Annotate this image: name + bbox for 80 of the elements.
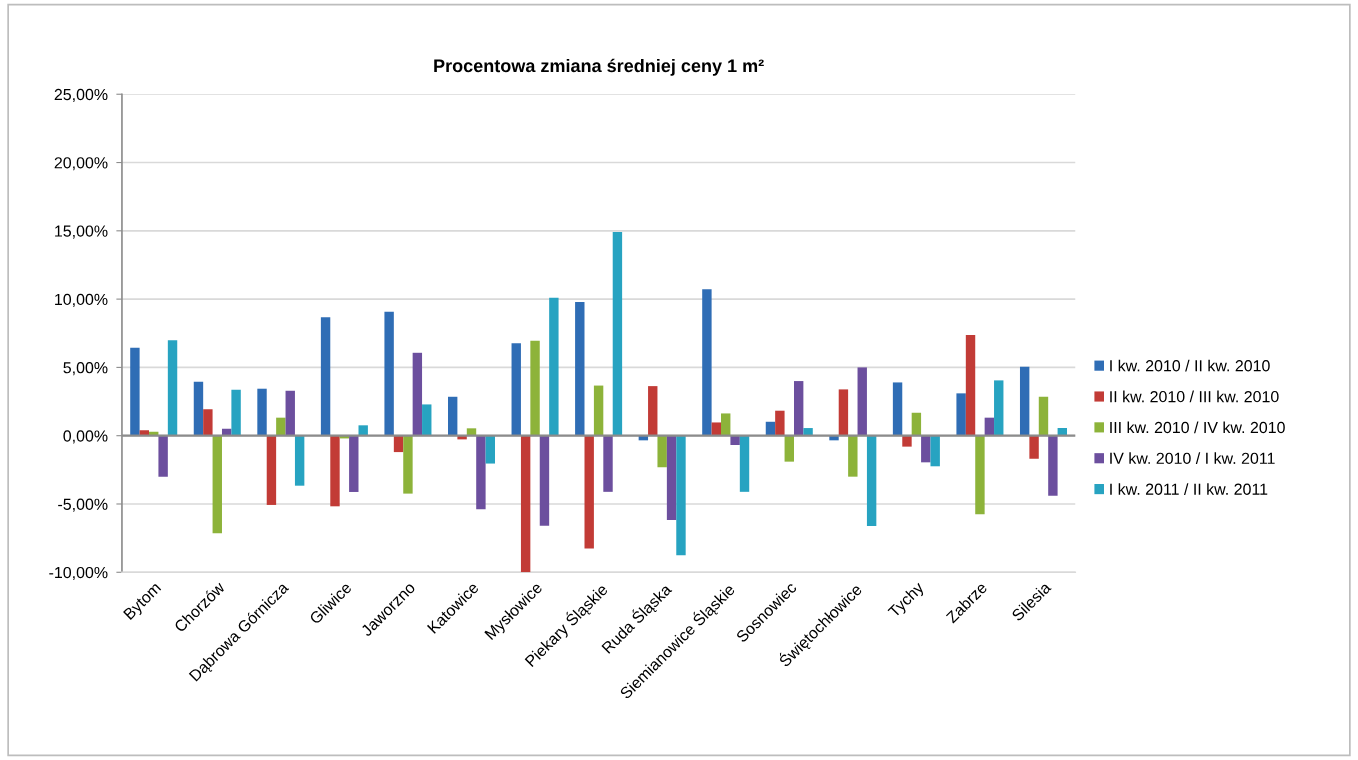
bar xyxy=(838,389,849,436)
bar xyxy=(730,435,740,445)
bar xyxy=(975,435,985,515)
bar xyxy=(911,412,922,436)
y-tick-label: 15,00% xyxy=(55,225,108,239)
bar xyxy=(965,335,976,436)
bar xyxy=(803,428,813,436)
legend-label: I kw. 2010 / II kw. 2010 xyxy=(1110,359,1270,372)
bar xyxy=(721,413,731,436)
bar xyxy=(612,231,623,436)
bar xyxy=(676,435,686,556)
bar xyxy=(158,435,168,477)
bar xyxy=(330,435,340,507)
bar xyxy=(231,389,241,436)
bar xyxy=(994,380,1004,436)
y-tick-label: 10,00% xyxy=(55,293,108,307)
bar xyxy=(711,422,722,436)
bar xyxy=(984,417,995,436)
bar xyxy=(511,343,521,436)
bar xyxy=(593,385,604,436)
legend-label: III kw. 2010 / IV kw. 2010 xyxy=(1110,421,1285,434)
bar xyxy=(549,297,559,436)
bar xyxy=(775,410,785,436)
bar xyxy=(447,396,458,436)
bar xyxy=(956,393,966,436)
y-tick-label: -10,00% xyxy=(49,566,108,581)
bar xyxy=(1038,396,1049,436)
bar xyxy=(294,435,305,486)
bar xyxy=(793,381,804,436)
bar xyxy=(530,340,540,436)
bar xyxy=(848,435,858,477)
bar xyxy=(130,347,140,436)
bar xyxy=(921,435,931,463)
bar xyxy=(1029,435,1039,459)
bar xyxy=(422,404,432,436)
bar xyxy=(466,428,477,436)
bar xyxy=(358,425,368,436)
y-tick-label: -5,00% xyxy=(58,498,108,512)
bar xyxy=(1048,435,1058,496)
bar xyxy=(257,388,267,436)
bar xyxy=(784,435,794,462)
bar xyxy=(930,435,940,467)
bar xyxy=(384,311,394,436)
chart-title: Procentowa zmiana średniej ceny 1 m² xyxy=(434,58,764,76)
bar xyxy=(892,382,903,436)
bar xyxy=(476,435,486,510)
bar xyxy=(412,352,423,436)
bar xyxy=(603,435,613,492)
y-tick-label: 20,00% xyxy=(54,157,108,171)
bar xyxy=(575,302,585,436)
bar xyxy=(139,430,150,436)
bar xyxy=(403,435,413,494)
bar xyxy=(320,317,331,436)
bar xyxy=(485,435,496,464)
legend-label: I kw. 2011 / II kw. 2011 xyxy=(1110,483,1268,495)
y-tick-label: 25,00% xyxy=(54,88,108,103)
bar xyxy=(902,435,912,447)
bar xyxy=(193,381,204,436)
bar xyxy=(539,435,550,526)
bar xyxy=(702,289,712,436)
bar xyxy=(657,435,667,468)
bar xyxy=(857,367,867,436)
legend-label: IV kw. 2010 / I kw. 2011 xyxy=(1110,452,1275,465)
bar xyxy=(266,435,277,505)
legend-label: II kw. 2010 / III kw. 2010 xyxy=(1110,390,1279,403)
bar xyxy=(203,409,213,436)
bar xyxy=(648,386,658,436)
bar xyxy=(739,435,750,492)
bar xyxy=(866,435,877,526)
y-tick-label: 0,00% xyxy=(63,430,108,444)
bar xyxy=(520,435,531,573)
bar xyxy=(1019,366,1030,436)
bar xyxy=(167,340,178,436)
bar xyxy=(276,417,286,436)
bar xyxy=(285,390,295,436)
bar xyxy=(666,435,677,521)
bar xyxy=(212,435,222,534)
bar xyxy=(349,435,359,492)
y-tick-label: 5,00% xyxy=(63,362,108,376)
bar xyxy=(584,435,594,549)
